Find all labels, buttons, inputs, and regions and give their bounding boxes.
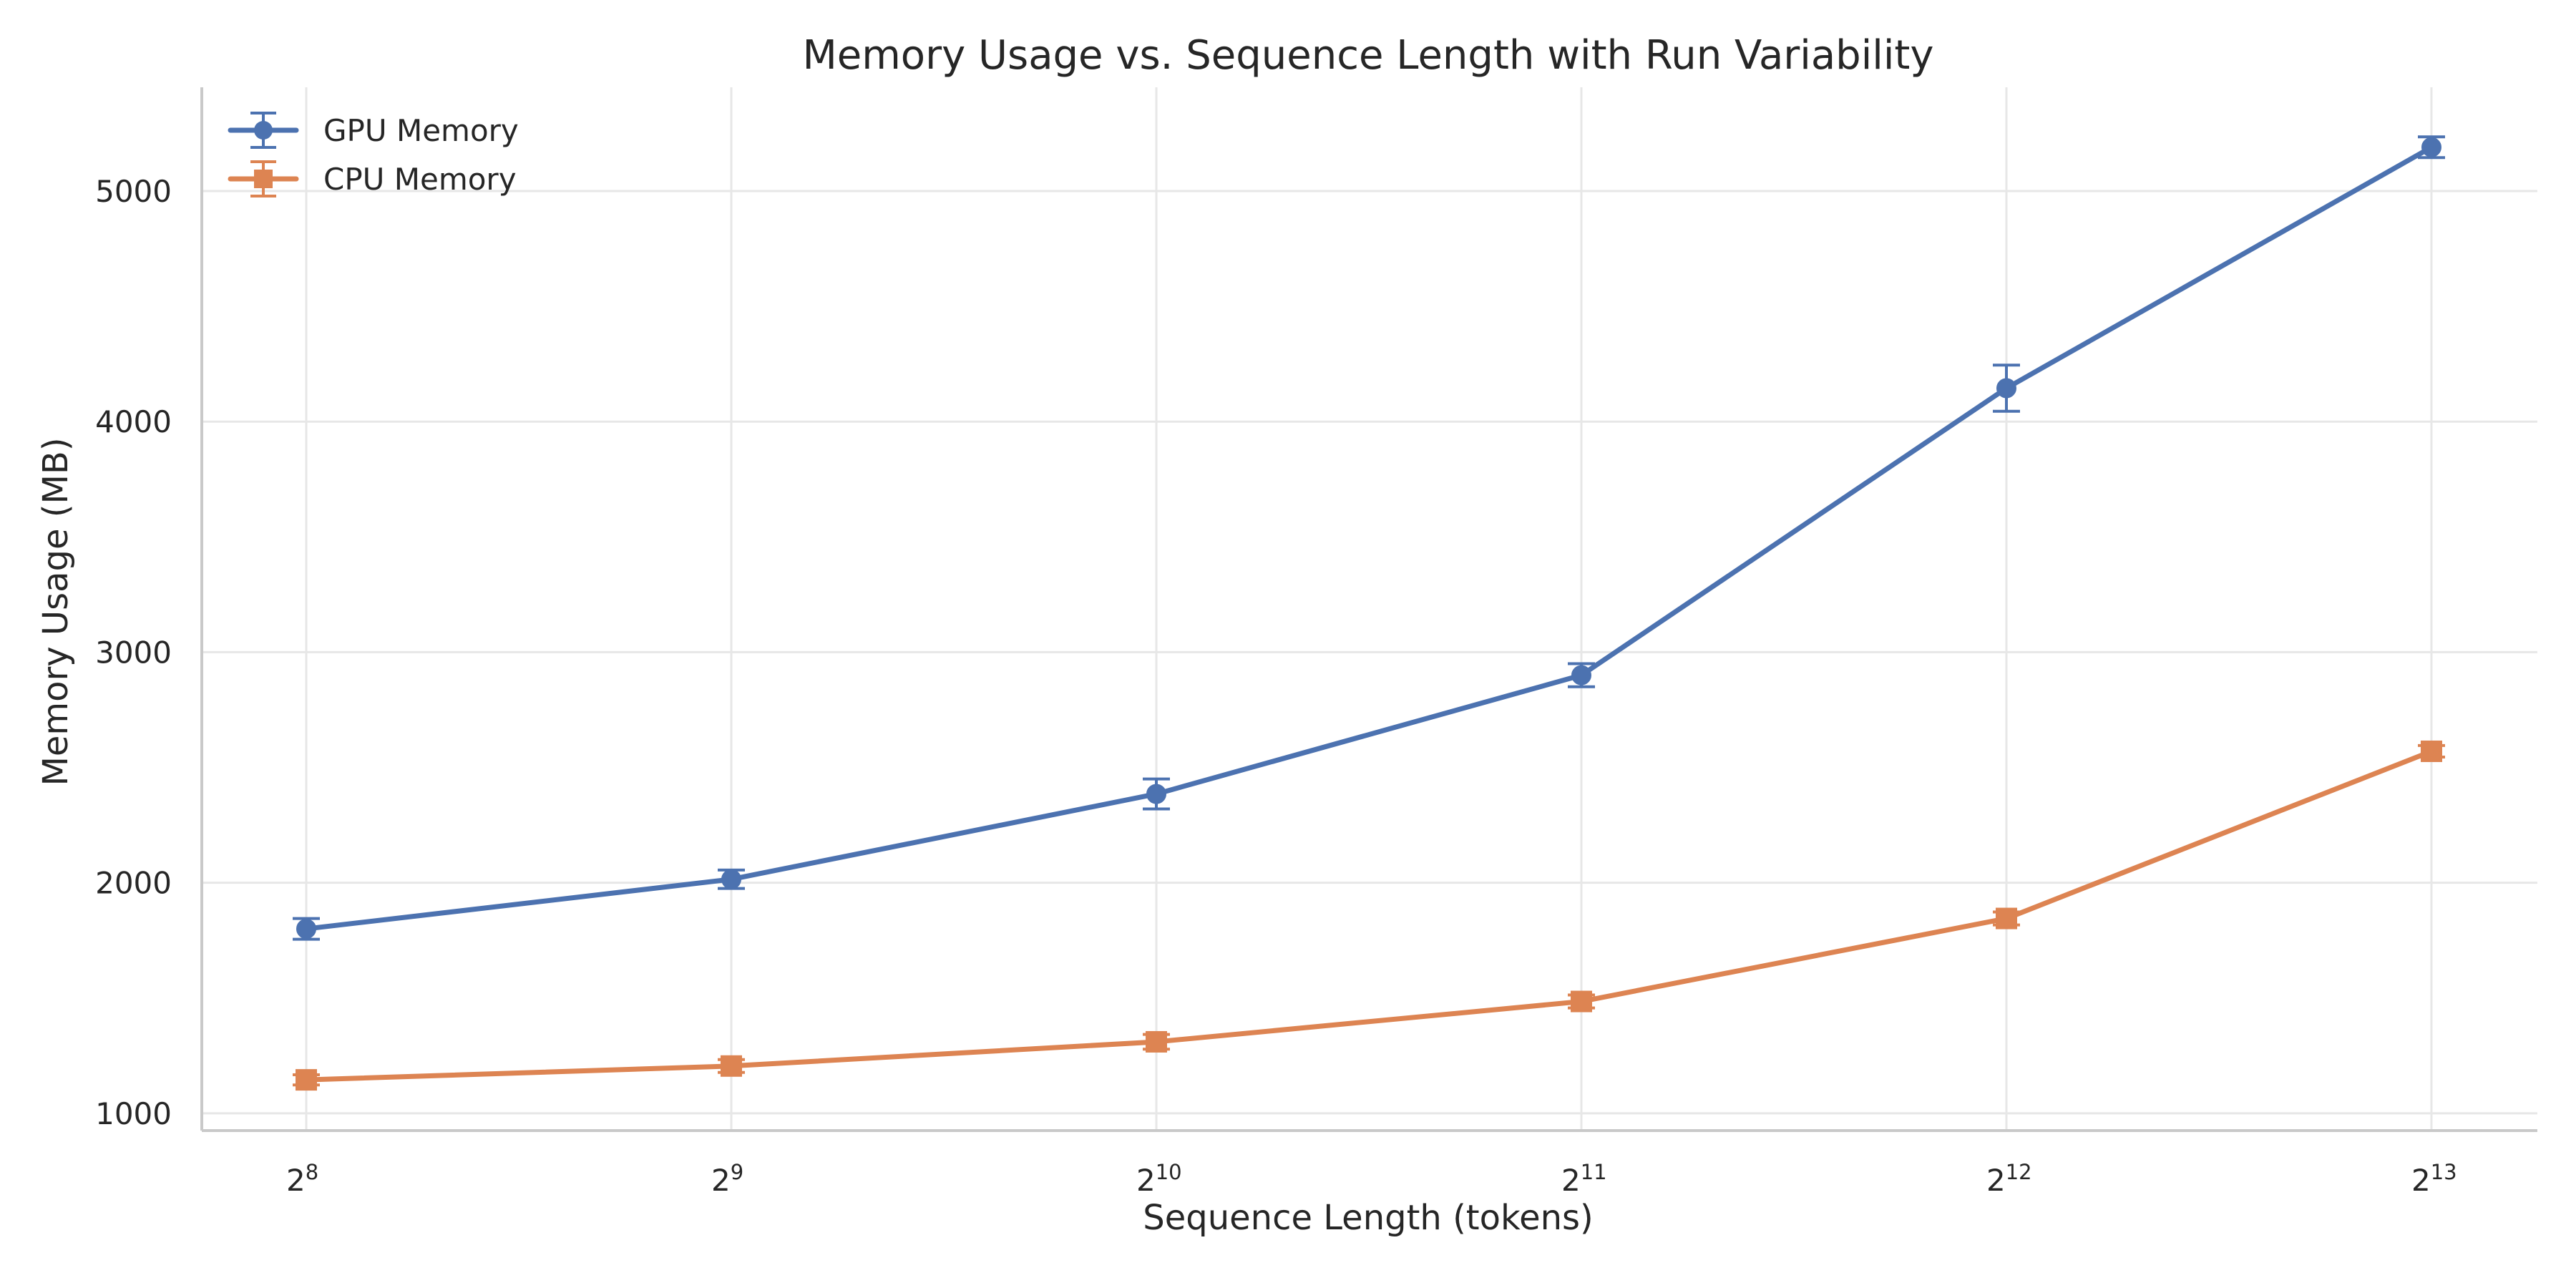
- gpu-memory-marker-1: [721, 869, 741, 889]
- x-tick-base-1: 2: [711, 1163, 731, 1198]
- gpu-memory-series: [293, 135, 2445, 941]
- legend-layer: GPU Memory CPU Memory: [228, 112, 519, 197]
- y-tick-label-1: 2000: [95, 866, 172, 901]
- cpu-memory-marker-2: [1146, 1030, 1167, 1053]
- y-tick-label-3: 4000: [95, 404, 172, 439]
- x-tick-label-0: 28: [286, 1160, 318, 1198]
- y-tick-label-0: 1000: [95, 1096, 172, 1131]
- series-layer: [293, 135, 2445, 1091]
- x-tick-base-2: 2: [1136, 1163, 1156, 1198]
- cpu-memory-marker-3: [1571, 990, 1592, 1013]
- y-axis-title: Memory Usage (MB): [36, 437, 76, 786]
- x-tick-label-4: 212: [1986, 1160, 2032, 1198]
- x-axis-title: Sequence Length (tokens): [1143, 1198, 1594, 1238]
- legend-item-gpu-memory: GPU Memory: [228, 112, 519, 149]
- x-tick-exponent-1: 9: [731, 1160, 743, 1184]
- chart-title: Memory Usage vs. Sequence Length with Ru…: [802, 32, 1933, 79]
- legend-label-gpu-memory: GPU Memory: [323, 113, 519, 148]
- x-tick-base-5: 2: [2411, 1163, 2431, 1198]
- cpu-memory-line: [303, 748, 2434, 1083]
- x-tick-base-0: 2: [286, 1163, 306, 1198]
- gpu-memory-marker-5: [2421, 137, 2441, 157]
- gpu-memory-marker-2: [1146, 784, 1166, 804]
- legend-label-cpu-memory: CPU Memory: [323, 162, 517, 197]
- legend-marker-gpu-memory: [254, 121, 273, 140]
- cpu-memory-marker-5: [2421, 740, 2442, 762]
- axes-layer: [200, 87, 2537, 1132]
- cpu-memory-series: [293, 740, 2445, 1091]
- x-tick-label-5: 213: [2411, 1160, 2457, 1198]
- cpu-memory-marker-0: [296, 1069, 317, 1091]
- legend-item-cpu-memory: CPU Memory: [228, 160, 517, 197]
- grid-layer: [202, 87, 2537, 1131]
- y-tick-label-2: 3000: [95, 635, 172, 670]
- x-tick-exponent-2: 10: [1156, 1160, 1182, 1184]
- x-tick-label-2: 210: [1136, 1160, 1182, 1198]
- x-tick-exponent-0: 8: [306, 1160, 318, 1184]
- x-tick-exponent-5: 13: [2431, 1160, 2457, 1184]
- cpu-memory-marker-4: [1996, 907, 2017, 930]
- x-tick-base-3: 2: [1561, 1163, 1581, 1198]
- x-tick-base-4: 2: [1986, 1163, 2006, 1198]
- cpu-memory-marker-1: [721, 1055, 742, 1077]
- x-tick-label-3: 211: [1561, 1160, 1607, 1198]
- gpu-memory-marker-0: [296, 919, 316, 940]
- x-tick-label-1: 29: [711, 1160, 743, 1198]
- x-tick-exponent-3: 11: [1581, 1160, 1607, 1184]
- gpu-memory-marker-4: [1996, 378, 2016, 399]
- gpu-memory-line: [303, 145, 2434, 932]
- gpu-memory-marker-3: [1571, 665, 1591, 686]
- x-tick-exponent-4: 12: [2006, 1160, 2032, 1184]
- y-tick-label-4: 5000: [95, 174, 172, 209]
- legend-marker-cpu-memory: [254, 170, 273, 188]
